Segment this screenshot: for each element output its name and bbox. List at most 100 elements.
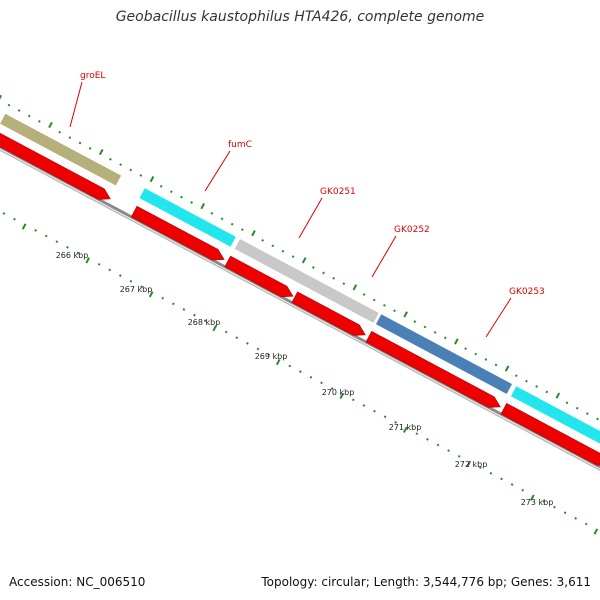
scale-tick [180, 195, 183, 199]
scale-tick [38, 119, 41, 123]
genome-stats: Topology: circular; Length: 3,544,776 bp… [261, 575, 591, 589]
scale-tick [275, 358, 281, 366]
scale-tick [584, 522, 588, 526]
cds-arrow [291, 291, 366, 336]
gene-labels: groEL fumC GK0251 GK0252 GK0253 [69, 71, 545, 338]
gene-label-groel: groEL [80, 71, 105, 81]
scale-ticks [0, 94, 599, 535]
scale-tick [161, 296, 165, 300]
scale-tick [403, 311, 408, 318]
gene-leader-line [204, 150, 231, 192]
scale-tick [58, 130, 62, 134]
scale-tick [0, 94, 3, 100]
scale-tick [413, 320, 417, 323]
scale-tick [332, 276, 336, 280]
scale-tick [108, 268, 112, 272]
scale-tick [596, 417, 599, 421]
scale-tick [433, 331, 437, 334]
scale-tick [320, 381, 323, 385]
gene-leader-line [371, 235, 397, 278]
scale-tick [224, 330, 228, 334]
scale-tick [76, 251, 80, 255]
gene-bar [509, 385, 600, 445]
scale-tick [474, 352, 478, 356]
scale-tick [342, 282, 346, 286]
scale-tick [44, 234, 48, 238]
scale-tick [535, 385, 538, 388]
gene-track [0, 112, 600, 445]
cds-arrow [365, 331, 501, 408]
scale-tick [312, 266, 315, 269]
scale-tick [362, 293, 366, 296]
scale-tick [309, 375, 313, 379]
scale-tick [545, 390, 549, 394]
scale-tick [97, 262, 101, 266]
scale-tick [301, 257, 307, 264]
gene-label-gk0253: GK0253 [509, 287, 545, 297]
scale-tick [514, 374, 518, 378]
scale-tick [2, 212, 6, 215]
scale-tick [436, 443, 440, 447]
scale-tick [403, 426, 408, 433]
scale-tick [383, 303, 386, 307]
scale-tick [330, 387, 334, 390]
gene-leader-line [69, 81, 83, 128]
scale-tick [362, 404, 366, 407]
scale-tick [210, 211, 214, 215]
scale-tick [129, 279, 133, 283]
gene-leader-line [298, 197, 323, 239]
scale-tick [464, 347, 467, 351]
backbone-line [0, 149, 600, 472]
scale-tick [457, 454, 461, 458]
gene-bar-groel [0, 112, 123, 187]
scale-tick [281, 249, 285, 253]
scale-tick [98, 148, 104, 156]
scale-tick [563, 511, 567, 515]
map-title: Geobacillus kaustophilus HTA426, complet… [115, 9, 485, 25]
scale-tick [352, 284, 358, 291]
scale-tick [383, 415, 387, 419]
scale-tick [203, 319, 207, 323]
scale-tick [119, 274, 122, 277]
scale-tick [510, 483, 514, 486]
scale-tick [322, 271, 325, 275]
scale-tick [530, 494, 535, 501]
scale-tick [443, 336, 447, 340]
scale-tick [171, 302, 175, 306]
scale-tick [129, 168, 133, 172]
scale-tick [504, 365, 510, 372]
scale-tick [17, 109, 21, 112]
gene-label-gk0252: GK0252 [394, 225, 430, 235]
gene-label-fumc: fumC [228, 140, 252, 150]
scale-tick [140, 285, 143, 289]
scale-tick [55, 240, 59, 244]
kbp-label: 271 kbp [389, 423, 422, 432]
scale-tick [193, 313, 196, 317]
gene-label-gk0251: GK0251 [320, 187, 356, 197]
scale-tick [246, 341, 249, 345]
scale-tick [7, 103, 11, 107]
scale-tick [393, 309, 396, 313]
scale-tick [13, 217, 16, 221]
scale-tick [466, 460, 472, 467]
scale-tick [593, 528, 599, 535]
scale-tick [220, 217, 224, 221]
scale-tick [159, 184, 163, 188]
kbp-label: 270 kbp [322, 388, 355, 397]
scale-tick [500, 477, 503, 481]
gene-bar-fumc [138, 187, 237, 248]
scale-tick [489, 471, 493, 475]
gene-bar-gk0251 [233, 237, 380, 324]
scale-tick [555, 392, 561, 399]
scale-tick [351, 398, 355, 402]
scale-tick [271, 244, 275, 248]
scale-tick [553, 505, 556, 509]
scale-tick [68, 136, 72, 139]
scale-tick [339, 392, 345, 400]
scale-tick [261, 239, 264, 242]
gene-leader-line [485, 297, 512, 338]
kbp-labels: 266 kbp 267 kbp 268 kbp 269 kbp 270 kbp 271 k… [56, 251, 554, 507]
gene-bar-gk0253 [374, 313, 514, 396]
scale-tick [521, 488, 525, 492]
cds-arrow [130, 205, 225, 261]
